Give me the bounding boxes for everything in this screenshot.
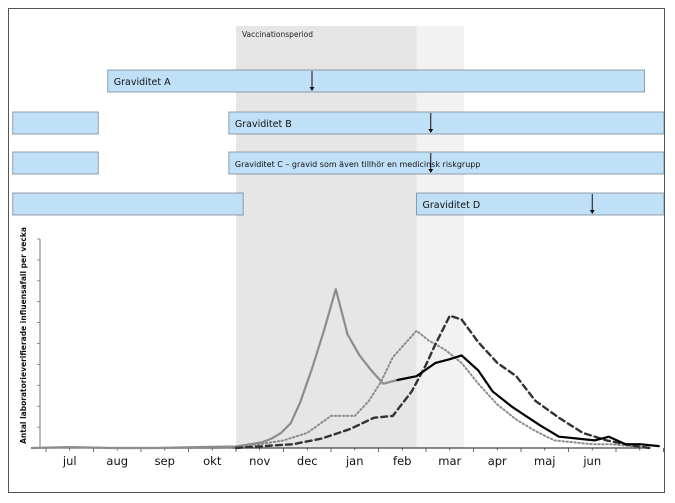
y-axis-label: Antal laboratorieverifierade influensafa… — [19, 227, 28, 444]
pregnancy-label-1: Graviditet B — [235, 119, 292, 130]
series-line-dotted-gray — [121, 329, 651, 449]
pregnancy-marker-arrow-2 — [428, 169, 434, 173]
month-label-nov: nov — [249, 454, 270, 468]
pregnancy-bar-1-segment-0 — [12, 111, 99, 135]
series-line-solid-black — [396, 354, 660, 448]
shaded-period-1 — [416, 26, 464, 448]
pregnancy-label-0: Graviditet A — [114, 77, 171, 88]
month-label-mar: mar — [438, 454, 461, 468]
month-label-jun: jun — [582, 454, 601, 468]
shaded-period-0 — [236, 26, 417, 448]
month-label-maj: maj — [534, 454, 555, 468]
month-label-aug: aug — [106, 454, 128, 468]
month-label-feb: feb — [393, 454, 411, 468]
month-label-okt: okt — [203, 454, 222, 468]
pregnancy-bar-1-segment-1 — [228, 111, 665, 135]
pregnancy-bar-3-segment-0 — [12, 192, 244, 216]
month-label-jul: jul — [62, 454, 77, 468]
pregnancy-bar-0-segment-0 — [107, 69, 645, 93]
series-line-dashed-dark — [234, 314, 651, 450]
pregnancy-bar-2-segment-0 — [12, 151, 99, 175]
pregnancy-label-3: Graviditet D — [423, 200, 481, 211]
month-label-sep: sep — [155, 454, 175, 468]
month-label-dec: dec — [297, 454, 318, 468]
pregnancy-marker-arrow-0 — [309, 87, 315, 91]
month-label-jan: jan — [345, 454, 364, 468]
influenza-chart: Vaccinationsperiod Graviditet A Graviditet… — [12, 26, 665, 468]
pregnancy-marker-arrow-3 — [589, 210, 595, 214]
month-label-apr: apr — [488, 454, 507, 468]
pregnancy-label-2: Graviditet C – gravid som även tillhör e… — [235, 160, 481, 169]
figure-frame: Vaccinationsperiod Graviditet A Graviditet… — [8, 8, 665, 493]
vaccination-period-label: Vaccinationsperiod — [242, 30, 313, 39]
pregnancy-marker-arrow-1 — [428, 129, 434, 133]
